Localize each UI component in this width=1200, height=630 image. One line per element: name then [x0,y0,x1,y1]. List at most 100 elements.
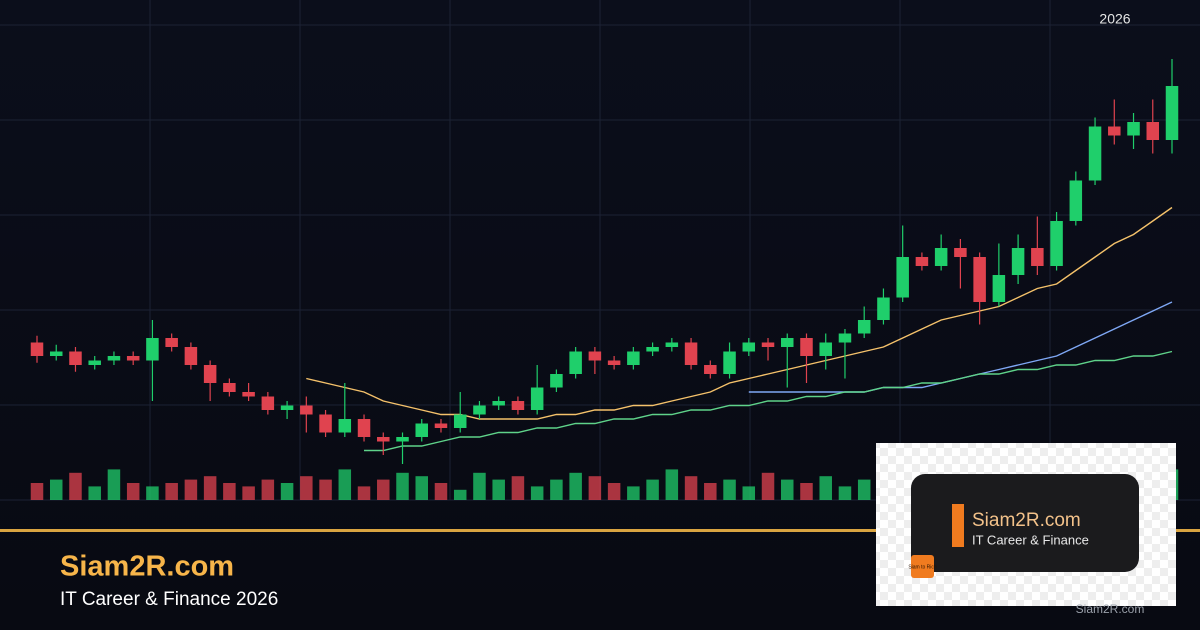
candle-body [49,351,63,356]
volume-bar [357,486,371,500]
candle-body [954,248,967,257]
candle-body [319,414,332,433]
moving-average [306,206,1173,420]
candle-body [511,401,525,410]
volume-bar [800,483,813,500]
candle-body [396,437,409,442]
volume-bar [453,489,467,500]
candle-body [69,351,82,365]
volume-bar [107,469,121,500]
candle-body [1146,122,1160,140]
grid [0,0,1200,501]
volume-bar [280,483,294,500]
candle-body [857,320,871,334]
card-icon-text: Siam to Rich [908,564,937,570]
candle-body [992,275,1006,302]
logo-card: Siam2R.com IT Career & Finance Siam to R… [876,443,1176,606]
year-label: 2026 [1099,11,1130,27]
watermark: Siam2R.com [1076,602,1145,616]
candle-body [107,356,121,361]
candle-body [723,351,736,374]
candle-body [1069,180,1083,221]
candle-body [1108,126,1121,136]
volume-bar [857,479,871,500]
divider [0,529,1200,532]
volume-bar [319,479,332,500]
volume-bar [338,469,352,500]
volume-bar [126,483,140,500]
candle-body [550,374,563,388]
volume-bar [49,479,63,500]
volume-bar [165,483,178,500]
candle-body [761,342,775,347]
volume-bar [261,479,275,500]
candle-body [88,360,101,365]
volume-bar [511,476,525,500]
candle-body [646,347,659,352]
candle-body [184,347,198,365]
candle-body [280,405,294,410]
candle-body [1050,221,1063,266]
volume-bar [684,476,698,500]
candle-body [453,414,467,428]
card [911,474,1139,572]
volume-bar [434,483,448,500]
card-title: Siam2R.com [972,510,1081,531]
candle-body [1011,248,1025,275]
volume-bar [819,476,832,500]
card-accent [952,504,964,547]
volume-bar [88,486,101,500]
candle-body [126,356,140,361]
volume-bar [223,483,236,500]
candle-body [415,423,428,437]
volume-bar [415,476,428,500]
volume-bar [30,483,44,500]
volume-bar [184,479,198,500]
candle-body [877,297,890,320]
card-subtitle: IT Career & Finance [972,532,1089,547]
plot [30,59,1179,500]
volume-bar [492,479,505,500]
candle-body [819,342,832,356]
candle-body [896,257,909,298]
candle-body [1127,122,1140,136]
card-icon [911,555,934,578]
candle-body [165,338,178,347]
candle-body [915,257,929,266]
volume-bar [473,472,486,500]
volume-bar [550,479,563,500]
candle-body [300,405,313,415]
volume-bar [377,479,390,500]
candle-body [1165,86,1179,140]
candle-body [203,365,217,383]
volume-bar [530,486,544,500]
candle-body [569,351,582,374]
volume-bar [569,472,582,500]
volume-bar [146,486,159,500]
candle-body [338,419,352,433]
moving-average [364,350,1173,452]
candle-body [781,338,794,347]
volume-bar [761,472,775,500]
volume-bar [607,483,621,500]
candle-body [838,333,852,343]
candle-body [934,248,948,266]
volume-bar [396,472,409,500]
volume-bar [627,486,640,500]
candle-body [1031,248,1044,266]
volume-bar [838,486,852,500]
volume-bar [69,472,82,500]
brand-subtitle: IT Career & Finance 2026 [60,589,278,610]
candle-body [146,338,159,361]
volume-bar [588,476,602,500]
candle-body [473,405,486,415]
candle-body [588,351,602,361]
volume-bar [300,476,313,500]
candle-body [492,401,505,406]
candle-body [607,360,621,365]
candle-body [973,257,986,302]
volume-bar [781,479,794,500]
candle-body [1088,126,1102,181]
